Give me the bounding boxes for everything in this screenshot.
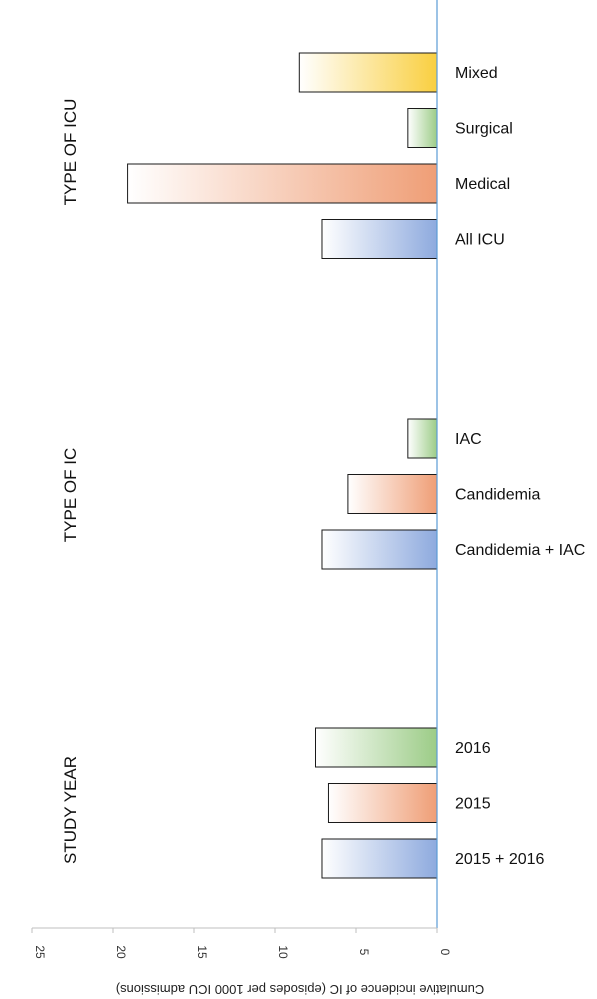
x-axis-title: Cumulative incidence of IC (episodes per… (116, 982, 485, 997)
bar-category-label: IAC (455, 431, 482, 448)
bar (127, 163, 438, 204)
bar (298, 52, 438, 93)
x-tick-label: 10 (276, 945, 290, 959)
group-label: TYPE OF ICU (61, 99, 80, 206)
group-label: STUDY YEAR (61, 756, 80, 864)
bars-layer (127, 52, 438, 879)
bar (347, 474, 438, 514)
bar (321, 838, 438, 879)
bar (321, 219, 438, 259)
bar (407, 108, 438, 148)
bar-category-label: Candidemia + IAC (455, 542, 585, 559)
bar-category-label: 2016 (455, 740, 491, 757)
group-labels-layer: TYPE OF ICU TYPE OF IC STUDY YEAR (61, 99, 80, 864)
bar-category-label: Mixed (455, 65, 498, 82)
x-axis-ticks-layer: 0 5 10 15 20 25 (31, 928, 452, 959)
bar (315, 727, 438, 768)
bar-category-label: 2015 + 2016 (455, 851, 545, 868)
bar-category-label: 2015 (455, 796, 491, 813)
bar-category-label: Candidemia (455, 487, 540, 504)
x-tick-label: 15 (195, 945, 209, 959)
bar (407, 418, 438, 459)
bar-category-label: All ICU (455, 232, 505, 249)
x-tick-label: 0 (438, 949, 452, 956)
group-label: TYPE OF IC (61, 448, 80, 542)
bar (327, 783, 438, 823)
x-tick-label: 5 (357, 949, 371, 956)
x-tick-label: 25 (33, 945, 47, 959)
bar-category-label: Surgical (455, 121, 513, 138)
bar-category-label: Medical (455, 176, 510, 193)
bar (321, 529, 438, 570)
x-tick-label: 20 (114, 945, 128, 959)
category-labels-layer: Mixed Surgical Medical All ICU IAC Candidemia… (455, 65, 585, 868)
